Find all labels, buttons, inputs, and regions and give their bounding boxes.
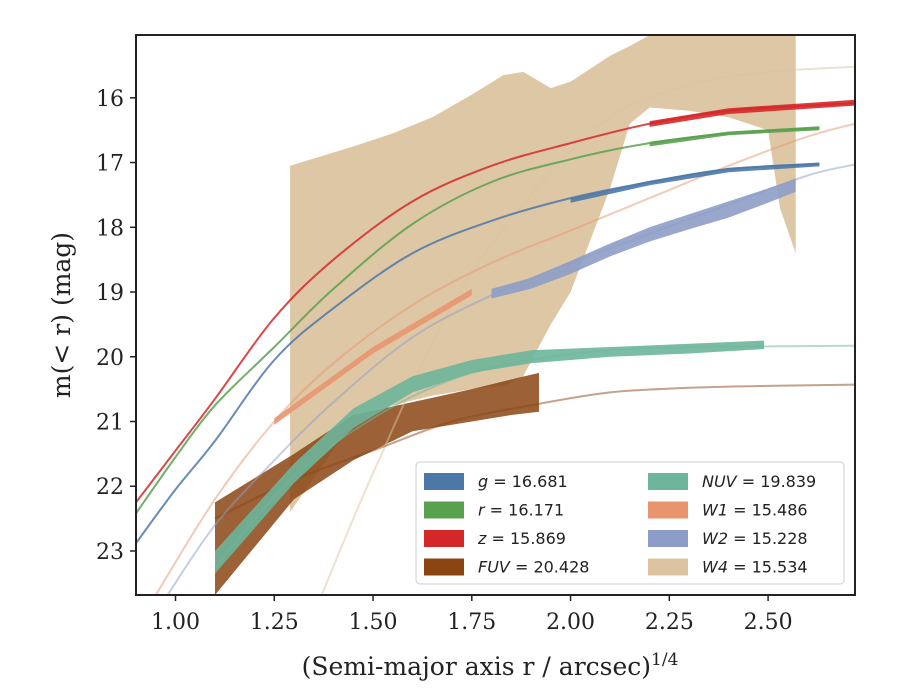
y-tick-label: 18: [96, 216, 124, 241]
x-tick-label: 2.25: [645, 610, 694, 635]
legend-label-r: r = 16.171: [478, 501, 564, 520]
fit-curve-w4: [320, 65, 855, 595]
x-tick-label: 2.00: [546, 610, 595, 635]
legend-label-z: z = 15.869: [477, 529, 566, 548]
legend-label-w2: W2 = 15.228: [702, 529, 808, 548]
x-tick-label: 1.00: [151, 610, 200, 635]
x-tick-label: 2.50: [744, 610, 793, 635]
x-tick-label: 1.25: [250, 610, 299, 635]
y-tick-label: 17: [96, 152, 124, 177]
y-tick-label: 22: [96, 475, 124, 500]
fit-curves: [136, 65, 855, 595]
band-r: [649, 126, 820, 147]
x-tick-label: 1.50: [349, 610, 398, 635]
y-axis-title: m(< r) (mag): [47, 232, 76, 398]
legend-label-g: g = 16.681: [478, 472, 568, 491]
legend: g = 16.681 r = 16.171 z = 15.869 FUV = 20.4…: [415, 461, 845, 585]
legend-swatch-w1: [648, 501, 688, 519]
fit-curve-fuv: [214, 383, 855, 520]
legend-swatch-nuv: [648, 473, 688, 490]
y-tick-label: 21: [96, 410, 124, 435]
legend-swatch-w4: [648, 558, 688, 576]
legend-swatch-w2: [648, 530, 688, 547]
legend-label-w4: W4 = 15.534: [702, 558, 808, 577]
legend-swatch-g: [424, 473, 464, 490]
y-tick-label: 23: [96, 540, 124, 565]
legend-label-fuv: FUV = 20.428: [478, 558, 589, 577]
legend-swatch-fuv: [424, 558, 464, 576]
legend-swatch-z: [424, 530, 464, 547]
band-z: [649, 99, 855, 127]
band-w2: [491, 178, 796, 299]
plot-frame: [135, 34, 856, 596]
band-w1: [274, 288, 472, 425]
y-tick-label: 20: [96, 346, 124, 371]
band-g: [570, 162, 820, 203]
legend-label-w1: W1 = 15.486: [702, 501, 808, 520]
x-axis: 1.00 1.25 1.50 1.75 2.00 2.25 2.50: [151, 595, 793, 635]
x-axis-title: (Semi-major axis r / arcsec)1/4: [302, 650, 679, 681]
fit-curve-w1: [154, 122, 855, 595]
legend-label-nuv: NUV = 19.839: [702, 472, 816, 491]
x-tick-label: 1.75: [447, 610, 496, 635]
legend-swatch-r: [424, 501, 464, 519]
y-tick-label: 19: [96, 281, 124, 306]
legend-box: [415, 461, 845, 585]
x-axis-title-power: 1/4: [651, 650, 678, 670]
y-tick-label: 16: [96, 87, 124, 112]
y-axis: 16 17 18 19 20 21 22 23: [96, 87, 136, 565]
